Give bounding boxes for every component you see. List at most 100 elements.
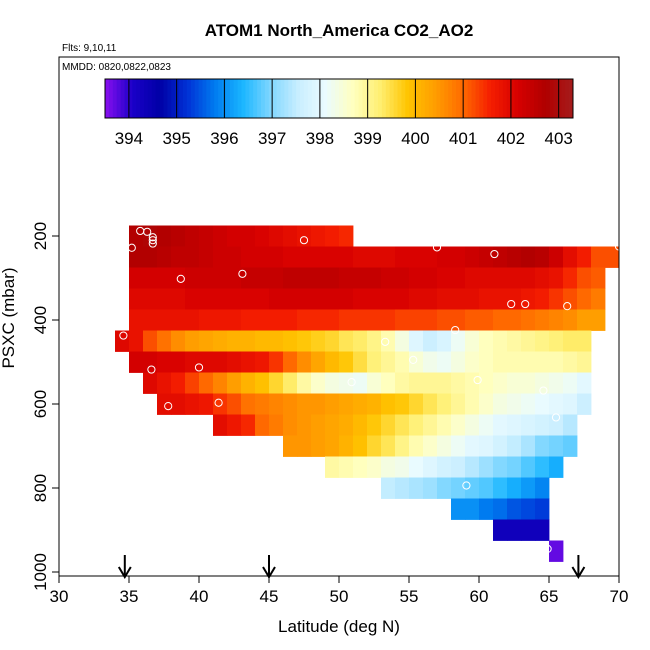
heatmap-cell: [577, 267, 592, 289]
colorbar-segment: [502, 79, 508, 118]
heatmap-cell: [297, 309, 312, 331]
heatmap-cell: [227, 351, 242, 373]
heatmap-cell: [171, 246, 186, 268]
heatmap-cell: [451, 498, 466, 520]
heatmap-cell: [213, 414, 228, 436]
x-tick-label: 60: [470, 587, 489, 606]
heatmap-cell: [283, 330, 298, 352]
heatmap-cell: [241, 351, 256, 373]
x-axis: 30 35 40 45 50 55 60 65 70: [50, 576, 628, 606]
heatmap-cell: [409, 267, 424, 289]
heatmap-cell: [451, 477, 466, 499]
heatmap-cell: [535, 372, 550, 394]
heatmap-cell: [381, 414, 396, 436]
heatmap-cell: [353, 372, 368, 394]
heatmap-cell: [129, 246, 144, 268]
flts-label: Flts: 9,10,11: [62, 43, 117, 54]
heatmap-cell: [283, 309, 298, 331]
heatmap-cell: [255, 414, 270, 436]
heatmap-cell: [143, 288, 158, 310]
heatmap-cell: [353, 351, 368, 373]
colorbar-segment: [335, 79, 340, 118]
heatmap-cell: [325, 414, 340, 436]
heatmap-cell: [549, 435, 564, 457]
heatmap-cell: [381, 351, 396, 373]
colorbar-segment: [522, 79, 527, 118]
colorbar-segment: [557, 79, 562, 118]
heatmap-cell: [423, 393, 438, 415]
heatmap-cell: [227, 330, 242, 352]
heatmap-cell: [353, 393, 368, 415]
heatmap-cell: [213, 267, 228, 289]
sample-point: [563, 302, 572, 311]
y-axis: 200 400 600 800 1000: [31, 222, 59, 591]
heatmap-cell: [493, 498, 508, 520]
colorbar-segment: [108, 79, 114, 118]
heatmap-cell: [437, 456, 452, 478]
heatmap-cell: [339, 267, 354, 289]
heatmap-cell: [577, 372, 592, 394]
heatmap-cell: [381, 330, 396, 352]
heatmap-cell: [269, 372, 284, 394]
heatmap-cell: [353, 330, 368, 352]
heatmap-cell: [535, 414, 550, 436]
heatmap-cell: [493, 414, 508, 436]
heatmap-cell: [157, 288, 172, 310]
heatmap-cell: [325, 288, 340, 310]
heatmap-cell: [283, 288, 298, 310]
heatmap-cell: [437, 330, 452, 352]
heatmap-cell: [185, 372, 200, 394]
heatmap-cell: [423, 456, 438, 478]
heatmap-cell: [521, 330, 536, 352]
heatmap-cell: [381, 393, 396, 415]
heatmap-cell: [465, 393, 480, 415]
heatmap-cell: [367, 309, 382, 331]
heatmap-cell: [381, 309, 396, 331]
heatmap-cell: [339, 435, 354, 457]
colorbar-segment: [144, 79, 149, 118]
heatmap-cell: [143, 246, 158, 268]
colorbar-segment: [288, 79, 293, 118]
heatmap-cell: [507, 456, 522, 478]
colorbar-segment: [389, 79, 395, 118]
heatmap-cell: [185, 330, 200, 352]
heatmap-cell: [437, 288, 452, 310]
colorbar-segment: [116, 79, 122, 118]
colorbar-tick-label: 401: [449, 129, 477, 148]
heatmap-cell: [171, 225, 186, 247]
colorbar-segment: [331, 79, 336, 118]
heatmap-cell: [325, 435, 340, 457]
colorbar-segment: [397, 79, 402, 118]
colorbar-segment: [420, 79, 426, 118]
heatmap-cell: [437, 477, 452, 499]
sample-point: [490, 249, 499, 259]
heatmap-cell: [367, 393, 382, 415]
heatmap-cell: [255, 267, 270, 289]
heatmap-cell: [311, 246, 326, 268]
heatmap-cell: [563, 351, 578, 373]
colorbar-tick-label: 394: [115, 129, 143, 148]
heatmap-cell: [115, 330, 130, 352]
heatmap-cell: [339, 225, 354, 247]
heatmap-cell: [199, 330, 214, 352]
heatmap-cell: [255, 372, 270, 394]
heatmap-cell: [283, 372, 298, 394]
sample-points: [119, 226, 624, 554]
heatmap-cell: [255, 309, 270, 331]
colorbar-segment: [537, 79, 543, 118]
heatmap-cell: [465, 498, 480, 520]
colorbar-segment: [498, 79, 504, 118]
sample-point: [148, 239, 157, 248]
heatmap-cell: [241, 288, 256, 310]
colorbar-segment: [257, 79, 262, 118]
heatmap-cell: [353, 246, 368, 268]
colorbar-segment: [241, 79, 246, 118]
heatmap-cell: [381, 456, 396, 478]
heatmap-cell: [563, 330, 578, 352]
heatmap-cell: [535, 498, 550, 520]
heatmap-cell: [465, 246, 480, 268]
x-tick-label: 45: [260, 587, 279, 606]
heatmap-cell: [535, 267, 550, 289]
heatmap-cell: [157, 372, 172, 394]
colorbar-segment: [171, 79, 176, 118]
